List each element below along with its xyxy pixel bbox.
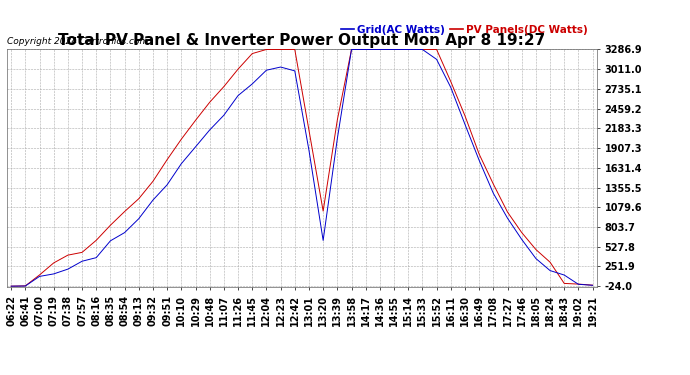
Text: Copyright 2024 Cartronics.com: Copyright 2024 Cartronics.com <box>7 38 148 46</box>
Legend: Grid(AC Watts), PV Panels(DC Watts): Grid(AC Watts), PV Panels(DC Watts) <box>337 21 591 39</box>
Title: Total PV Panel & Inverter Power Output Mon Apr 8 19:27: Total PV Panel & Inverter Power Output M… <box>58 33 546 48</box>
